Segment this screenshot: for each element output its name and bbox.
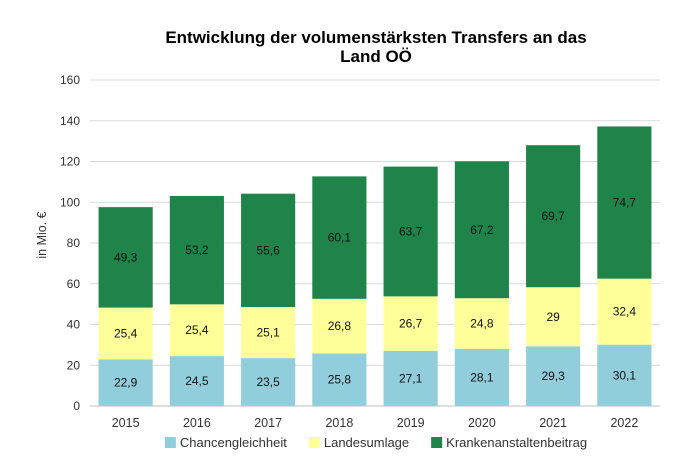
bar-segment bbox=[383, 296, 438, 351]
legend-label: Chancengleichheit bbox=[180, 435, 287, 450]
legend-swatch bbox=[164, 437, 176, 448]
y-tick-label: 0 bbox=[73, 399, 80, 413]
data-label: 29 bbox=[546, 310, 560, 324]
bar-segment bbox=[241, 358, 296, 406]
legend-item: Landesumlage bbox=[308, 435, 409, 450]
legend-label: Krankenanstaltenbeitrag bbox=[446, 435, 587, 450]
data-labels: 22,9 25,4 49,3 24,5 25,4 53,2 23,5 25,1 55,6 25,8… bbox=[114, 196, 636, 390]
bar-segment bbox=[454, 348, 509, 406]
y-tick-label: 60 bbox=[67, 277, 81, 291]
data-label: 27,1 bbox=[399, 371, 423, 385]
x-axis-ticks: 2015 2016 2017 2018 2019 2020 2021 2022 bbox=[112, 416, 639, 430]
data-label: 55,6 bbox=[256, 243, 280, 257]
data-label: 25,4 bbox=[185, 323, 209, 337]
bar-segment bbox=[383, 350, 438, 406]
x-tick-label: 2016 bbox=[183, 416, 211, 430]
data-label: 25,1 bbox=[256, 326, 280, 340]
data-label: 25,8 bbox=[328, 373, 352, 387]
bar-segment bbox=[241, 306, 296, 359]
x-tick-label: 2021 bbox=[539, 416, 567, 430]
bar-segment bbox=[526, 145, 581, 288]
bar-segment bbox=[454, 298, 509, 349]
data-label: 24,5 bbox=[185, 374, 209, 388]
y-tick-label: 160 bbox=[60, 73, 80, 87]
data-label: 32,4 bbox=[613, 305, 637, 319]
data-label: 24,8 bbox=[470, 316, 494, 330]
bar-segment bbox=[169, 304, 224, 357]
y-tick-label: 20 bbox=[67, 358, 81, 372]
bar-segment bbox=[98, 359, 153, 406]
data-label: 25,4 bbox=[114, 326, 138, 340]
bar-segment bbox=[526, 346, 581, 406]
data-label: 74,7 bbox=[613, 196, 637, 210]
data-label: 29,3 bbox=[541, 369, 565, 383]
legend: Chancengleichheit Landesumlage Krankenanst… bbox=[164, 435, 587, 450]
bar-segment bbox=[597, 344, 652, 406]
bar-segment bbox=[383, 166, 438, 297]
bar-segment bbox=[312, 176, 367, 299]
data-label: 30,1 bbox=[613, 368, 637, 382]
bar-segment bbox=[98, 207, 153, 308]
data-label: 60,1 bbox=[328, 231, 352, 245]
y-tick-label: 120 bbox=[60, 155, 80, 169]
y-axis-ticks: 0 20 40 60 80 100 120 140 160 bbox=[60, 73, 80, 413]
data-label: 49,3 bbox=[114, 250, 138, 264]
legend-item: Chancengleichheit bbox=[164, 435, 287, 450]
bar-segment bbox=[526, 287, 581, 347]
y-tick-label: 80 bbox=[67, 236, 81, 250]
y-axis-label: in Mio. € bbox=[35, 211, 49, 258]
bar-segment bbox=[597, 278, 652, 345]
data-label: 23,5 bbox=[256, 375, 280, 389]
chart-title-line-2: Land OÖ bbox=[340, 47, 412, 66]
bar-segment bbox=[312, 298, 367, 354]
x-tick-label: 2017 bbox=[254, 416, 282, 430]
data-label: 63,7 bbox=[399, 224, 423, 238]
y-tick-label: 40 bbox=[67, 318, 81, 332]
legend-label: Landesumlage bbox=[324, 435, 409, 450]
legend-item: Krankenanstaltenbeitrag bbox=[431, 435, 587, 450]
data-label: 67,2 bbox=[470, 223, 494, 237]
bar-segment bbox=[241, 193, 296, 307]
x-tick-label: 2020 bbox=[468, 416, 496, 430]
data-label: 22,9 bbox=[114, 376, 138, 390]
legend-swatch bbox=[308, 437, 320, 448]
x-tick-label: 2018 bbox=[325, 416, 353, 430]
chart-title-line-1: Entwicklung der volumenstärksten Transfe… bbox=[165, 28, 586, 47]
x-tick-label: 2019 bbox=[397, 416, 425, 430]
bar-segment bbox=[98, 307, 153, 360]
bar-segment bbox=[454, 161, 509, 299]
data-label: 28,1 bbox=[470, 370, 494, 384]
data-label: 69,7 bbox=[541, 209, 565, 223]
bar-segment bbox=[312, 353, 367, 406]
data-label: 26,7 bbox=[399, 317, 423, 331]
bar-segment bbox=[169, 356, 224, 406]
bar-segment bbox=[597, 126, 652, 279]
x-tick-label: 2022 bbox=[610, 416, 638, 430]
data-label: 26,8 bbox=[328, 319, 352, 333]
y-tick-label: 100 bbox=[60, 195, 80, 209]
data-label: 53,2 bbox=[185, 243, 209, 257]
bars bbox=[98, 126, 652, 406]
legend-swatch bbox=[431, 437, 443, 448]
x-tick-label: 2015 bbox=[112, 416, 140, 430]
y-tick-label: 140 bbox=[60, 114, 80, 128]
bar-segment bbox=[169, 195, 224, 305]
